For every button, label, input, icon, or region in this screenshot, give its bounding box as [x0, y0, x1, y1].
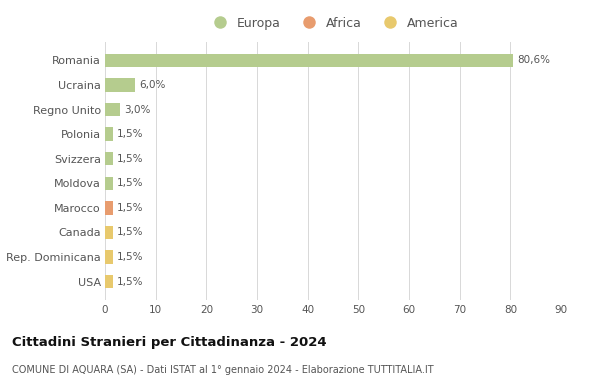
Bar	[105, 250, 113, 264]
Bar	[105, 127, 113, 141]
Text: 6,0%: 6,0%	[139, 80, 166, 90]
Bar	[105, 226, 113, 239]
Text: 1,5%: 1,5%	[116, 252, 143, 262]
Bar	[105, 54, 514, 67]
Text: 1,5%: 1,5%	[116, 277, 143, 287]
Bar	[105, 152, 113, 165]
Bar	[105, 103, 120, 116]
Text: 3,0%: 3,0%	[124, 105, 151, 114]
Bar	[105, 201, 113, 215]
Bar	[105, 177, 113, 190]
Text: 1,5%: 1,5%	[116, 154, 143, 164]
Text: COMUNE DI AQUARA (SA) - Dati ISTAT al 1° gennaio 2024 - Elaborazione TUTTITALIA.: COMUNE DI AQUARA (SA) - Dati ISTAT al 1°…	[12, 365, 434, 375]
Text: Cittadini Stranieri per Cittadinanza - 2024: Cittadini Stranieri per Cittadinanza - 2…	[12, 336, 326, 349]
Text: 80,6%: 80,6%	[517, 55, 550, 65]
Text: 1,5%: 1,5%	[116, 203, 143, 213]
Bar	[105, 78, 136, 92]
Text: 1,5%: 1,5%	[116, 178, 143, 188]
Bar	[105, 275, 113, 288]
Legend: Europa, Africa, America: Europa, Africa, America	[202, 12, 464, 35]
Text: 1,5%: 1,5%	[116, 129, 143, 139]
Text: 1,5%: 1,5%	[116, 228, 143, 238]
